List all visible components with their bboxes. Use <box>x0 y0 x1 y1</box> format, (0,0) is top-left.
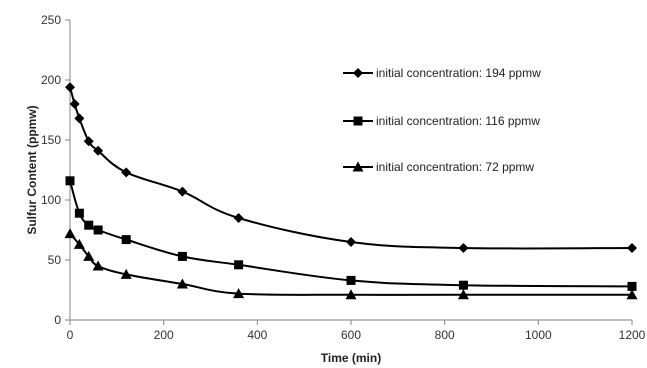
data-point-square <box>84 220 94 230</box>
data-point-triangle <box>233 288 245 299</box>
legend-label: initial concentration: 116 ppmw <box>376 114 540 128</box>
data-point-diamond <box>458 243 469 253</box>
series-layer <box>64 82 638 300</box>
data-point-diamond <box>121 167 132 178</box>
data-point-diamond <box>69 99 80 109</box>
x-tick-label: 0 <box>67 328 74 342</box>
x-tick-label: 1000 <box>525 328 552 342</box>
data-point-diamond <box>83 136 94 147</box>
y-tick-label: 250 <box>41 13 61 27</box>
legend-item: initial concentration: 116 ppmw <box>343 114 540 128</box>
series-square <box>65 176 637 291</box>
data-point-square <box>346 275 356 285</box>
data-point-diamond <box>177 186 188 197</box>
data-point-diamond <box>346 237 356 247</box>
data-point-triangle <box>64 228 76 239</box>
y-tick-label: 150 <box>41 133 61 147</box>
data-point-square <box>121 235 131 245</box>
data-point-square <box>177 251 187 261</box>
data-point-diamond <box>74 113 85 124</box>
y-tick-label: 200 <box>41 73 61 87</box>
legend-label: initial concentration: 194 ppmw <box>376 66 541 80</box>
data-point-triangle <box>120 268 132 279</box>
x-tick-label: 800 <box>435 328 455 342</box>
data-point-diamond <box>65 82 75 93</box>
series-triangle <box>64 228 638 300</box>
data-point-square <box>234 260 244 270</box>
x-tick-label: 400 <box>247 328 267 342</box>
data-point-square <box>74 208 84 218</box>
x-tick-label: 600 <box>341 328 361 342</box>
data-point-triangle <box>176 278 188 289</box>
data-point-triangle <box>92 260 104 271</box>
data-point-square <box>458 280 468 290</box>
data-point-diamond <box>627 243 637 253</box>
legend-label: initial concentration: 72 ppmw <box>376 160 534 174</box>
series-line <box>69 180 633 288</box>
data-point-diamond <box>233 213 244 223</box>
data-point-square <box>627 281 637 291</box>
x-tick-label: 1200 <box>619 328 646 342</box>
data-point-diamond <box>93 145 104 156</box>
y-axis-title: Sulfur Content (ppmw) <box>25 105 39 234</box>
legend: initial concentration: 194 ppmw initial c… <box>343 66 541 174</box>
x-tick-label: 200 <box>154 328 174 342</box>
legend-marker-square <box>353 116 363 126</box>
data-point-triangle <box>626 289 638 300</box>
series-diamond <box>65 82 637 253</box>
data-point-triangle <box>83 250 95 261</box>
y-tick-label: 100 <box>41 193 61 207</box>
legend-marker-triangle <box>352 161 364 172</box>
axes: 0 50 100 150 200 250 0 200 400 600 800 1000 1200 <box>41 13 646 342</box>
legend-item: initial concentration: 72 ppmw <box>343 160 534 174</box>
data-point-triangle <box>73 238 85 249</box>
x-axis-title: Time (min) <box>321 351 381 365</box>
legend-item: initial concentration: 194 ppmw <box>343 66 541 80</box>
y-tick-label: 50 <box>48 253 62 267</box>
data-point-square <box>65 176 75 186</box>
y-tick-label: 0 <box>54 313 61 327</box>
data-point-square <box>93 225 103 235</box>
legend-marker-diamond <box>353 68 363 78</box>
data-point-triangle <box>457 289 469 300</box>
data-point-triangle <box>345 289 357 300</box>
